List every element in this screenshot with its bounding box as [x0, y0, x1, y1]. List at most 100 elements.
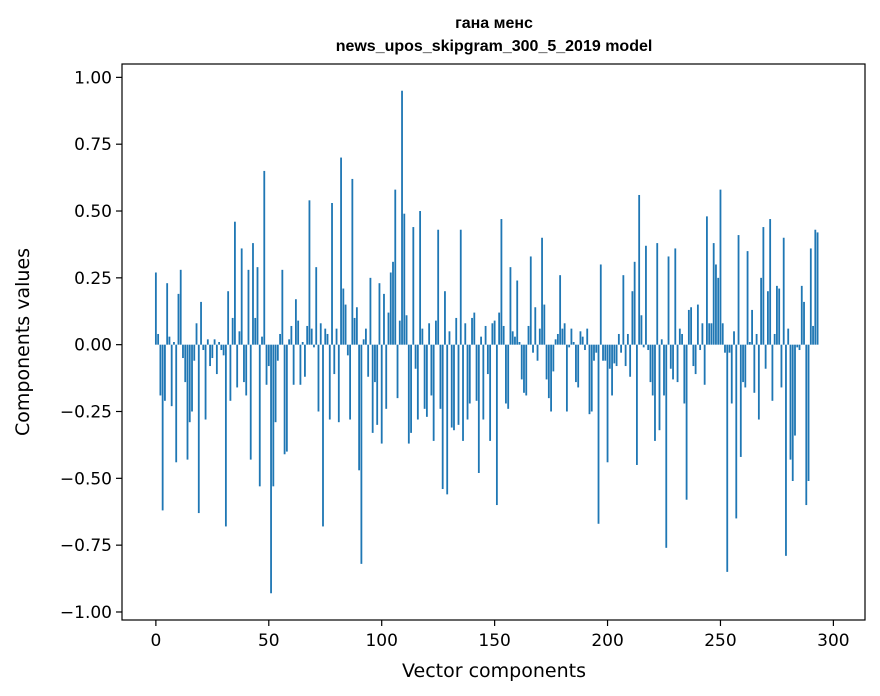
bar-50 — [267, 344, 270, 367]
bar-292 — [814, 229, 817, 345]
y-tick-label-1: −0.75 — [60, 536, 112, 556]
bar-48 — [263, 170, 266, 345]
bar-264 — [751, 309, 753, 345]
bar-241 — [699, 344, 702, 351]
bar-16 — [191, 344, 193, 412]
bar-293 — [816, 232, 819, 345]
bar-106 — [394, 189, 397, 345]
bar-87 — [351, 178, 354, 345]
bar-192 — [588, 344, 591, 415]
bar-83 — [342, 288, 345, 345]
bar-261 — [744, 344, 747, 388]
bar-114 — [412, 227, 415, 345]
bar-203 — [613, 344, 616, 364]
bar-95 — [369, 277, 372, 345]
bar-142 — [475, 344, 478, 401]
bar-56 — [281, 269, 284, 345]
bar-37 — [238, 331, 241, 345]
bar-81 — [337, 344, 340, 423]
bar-134 — [457, 344, 460, 425]
bar-178 — [556, 333, 559, 345]
bar-190 — [584, 344, 586, 351]
bar-209 — [626, 333, 629, 345]
bar-52 — [272, 344, 275, 487]
bar-260 — [742, 344, 744, 383]
bar-141 — [473, 312, 476, 345]
y-tick-label-5: 0.25 — [74, 269, 112, 289]
bar-180 — [561, 328, 564, 345]
bar-154 — [502, 325, 505, 345]
bar-3 — [161, 344, 164, 511]
bar-231 — [676, 344, 679, 383]
bar-146 — [484, 325, 487, 345]
chart-title: гана менс — [455, 15, 533, 32]
bar-14 — [186, 344, 189, 460]
x-tick-label-150: 150 — [478, 631, 510, 651]
bar-290 — [809, 248, 812, 345]
bar-206 — [620, 344, 622, 353]
bar-62 — [294, 299, 297, 345]
bar-152 — [498, 312, 501, 345]
bar-series — [154, 90, 819, 594]
bar-173 — [545, 344, 548, 380]
bar-65 — [301, 342, 304, 345]
bar-89 — [355, 307, 358, 345]
bar-256 — [733, 331, 735, 345]
bar-251 — [721, 323, 724, 345]
y-tick-label-2: −0.50 — [60, 469, 112, 489]
bar-199 — [604, 344, 607, 361]
bar-139 — [468, 344, 471, 404]
bar-226 — [665, 344, 668, 548]
bar-229 — [672, 344, 674, 380]
y-tick-label-0: −1.00 — [60, 603, 112, 623]
bar-76 — [326, 333, 329, 345]
bar-169 — [536, 344, 539, 361]
bar-151 — [495, 344, 498, 506]
bar-43 — [252, 243, 254, 345]
bar-196 — [597, 344, 600, 524]
bar-61 — [292, 344, 295, 385]
bar-110 — [403, 213, 406, 345]
bar-13 — [184, 344, 187, 383]
bar-195 — [595, 344, 598, 353]
bar-291 — [812, 325, 814, 345]
bar-240 — [696, 304, 699, 345]
bar-102 — [385, 344, 388, 409]
bar-171 — [541, 237, 543, 345]
bar-198 — [602, 344, 604, 361]
bar-130 — [448, 331, 451, 345]
bar-275 — [776, 285, 778, 345]
bar-207 — [622, 275, 625, 345]
bar-215 — [640, 315, 643, 345]
bar-92 — [362, 339, 365, 345]
bar-168 — [534, 307, 537, 345]
bar-38 — [240, 248, 243, 345]
bar-88 — [353, 317, 356, 345]
bar-234 — [683, 344, 686, 404]
bar-250 — [719, 189, 722, 345]
bar-274 — [773, 333, 776, 345]
bar-288 — [805, 344, 808, 506]
bar-210 — [629, 344, 632, 377]
bar-12 — [182, 344, 184, 359]
bar-60 — [290, 325, 293, 345]
bar-158 — [511, 331, 514, 345]
bar-66 — [304, 344, 306, 377]
x-tick-label-300: 300 — [817, 631, 849, 651]
bar-32 — [227, 291, 230, 345]
bar-208 — [624, 344, 627, 367]
bar-140 — [471, 317, 473, 345]
bar-155 — [505, 344, 507, 404]
bar-44 — [254, 317, 257, 345]
bar-239 — [694, 344, 697, 375]
bar-126 — [439, 344, 442, 409]
bar-59 — [288, 339, 291, 345]
bar-2 — [159, 344, 162, 396]
bar-45 — [256, 267, 259, 345]
bar-197 — [599, 264, 602, 345]
bar-119 — [423, 344, 426, 409]
x-tick-label-0: 0 — [150, 631, 161, 651]
bar-127 — [441, 344, 444, 490]
bar-19 — [197, 344, 200, 514]
